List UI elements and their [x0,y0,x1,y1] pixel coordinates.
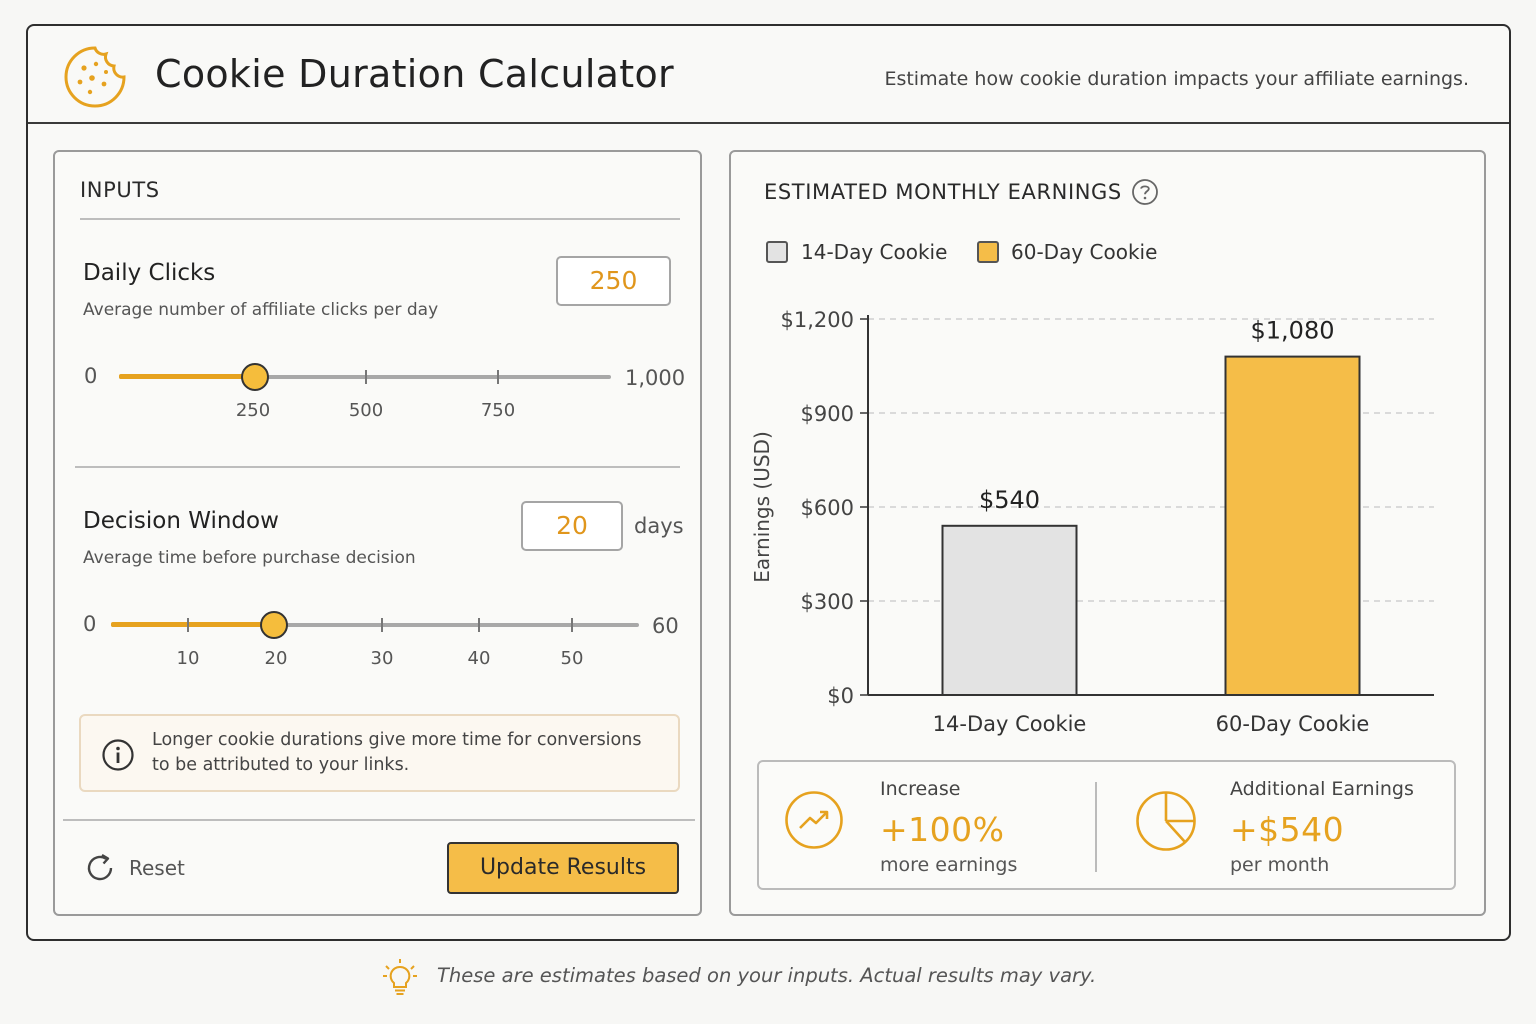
stats-divider [1095,782,1097,872]
daily-clicks-input[interactable]: 250 [556,256,671,306]
daily-clicks-description: Average number of affiliate clicks per d… [83,300,439,320]
cookie-icon [64,46,126,108]
stats-summary: Increase +100% more earnings Additional … [757,760,1456,890]
slider-tick [497,370,499,384]
inputs-panel: INPUTS Daily Clicks Average number of af… [53,150,702,916]
calculator-window: Cookie Duration Calculator Estimate how … [26,24,1511,941]
decision-window-slider-track[interactable] [111,623,639,627]
decision-window-unit: days [634,514,684,538]
y-tick-label: $600 [801,496,854,520]
reset-label: Reset [129,856,185,880]
slider-tick-label: 50 [560,648,584,669]
slider-tick [187,618,189,632]
bar-value-label: $1,080 [1251,317,1335,345]
decision-window-description: Average time before purchase decision [83,548,416,568]
decision-window-label: Decision Window [83,508,279,534]
increase-subtext: more earnings [880,854,1018,876]
slider-tick [381,618,383,632]
slider-tick-label: 500 [348,400,384,421]
page-title: Cookie Duration Calculator [155,52,674,96]
slider-tick [571,618,573,632]
decision-window-input[interactable]: 20 [521,501,623,551]
slider-tick [478,618,480,632]
results-section-title: ESTIMATED MONTHLY EARNINGS [764,180,1122,204]
legend-swatch-14-day [766,241,788,263]
y-tick-label: $0 [827,684,854,708]
inputs-section-title: INPUTS [80,178,160,202]
bar-value-label: $540 [979,486,1040,514]
info-text: Longer cookie durations give more time f… [152,730,642,775]
footer-disclaimer: These are estimates based on your inputs… [437,964,1097,987]
x-tick-label: 14-Day Cookie [933,712,1087,736]
info-icon [102,739,134,771]
reset-icon [87,853,113,881]
legend-label-60-day: 60-Day Cookie [1011,240,1158,264]
pie-chart-icon [1136,791,1196,851]
page-subtitle: Estimate how cookie duration impacts you… [884,68,1469,90]
additional-earnings-value: +$540 [1230,810,1345,849]
decision-window-max-label: 60 [652,614,679,638]
y-tick-label: $1,200 [781,308,854,332]
y-tick-label: $900 [801,402,854,426]
divider [63,819,695,821]
divider [80,218,680,220]
y-tick-label: $300 [801,590,854,614]
additional-earnings-subtext: per month [1230,854,1330,876]
earnings-bar-chart: $0 $300 $600 $900 $1,200 Earnings (USD) $540 14… [750,308,1434,736]
trending-up-icon [785,791,843,849]
slider-tick-label: 30 [370,648,394,669]
increase-value: +100% [880,810,1005,849]
decision-window-slider-fill [111,622,273,627]
slider-tick-label: 750 [480,400,516,421]
daily-clicks-max-label: 1,000 [625,366,686,390]
lightbulb-icon [383,959,417,995]
bar-60-day-cookie [1224,355,1361,696]
slider-tick-label: 40 [467,648,491,669]
help-icon[interactable] [1131,178,1159,206]
x-tick-label: 60-Day Cookie [1216,712,1370,736]
legend-label-14-day: 14-Day Cookie [801,240,948,264]
slider-tick-label: 10 [176,648,200,669]
decision-window-slider-thumb[interactable] [260,611,288,639]
decision-window-min-label: 0 [83,612,97,636]
slider-tick-label: 20 [264,648,288,669]
results-panel: ESTIMATED MONTHLY EARNINGS 14-Day Cookie… [729,150,1486,916]
info-callout: Longer cookie durations give more time f… [79,714,680,792]
bar-14-day-cookie [941,524,1078,696]
update-results-button[interactable]: Update Results [447,842,679,894]
slider-tick-label: 250 [235,400,271,421]
slider-tick [365,370,367,384]
daily-clicks-slider-fill [119,374,255,379]
header: Cookie Duration Calculator Estimate how … [28,26,1509,124]
legend-swatch-60-day [977,241,999,263]
y-axis-label: Earnings (USD) [750,431,774,582]
daily-clicks-min-label: 0 [84,364,98,388]
daily-clicks-label: Daily Clicks [83,260,216,286]
additional-earnings-label: Additional Earnings [1230,778,1414,800]
daily-clicks-slider-thumb[interactable] [241,363,269,391]
increase-label: Increase [880,778,961,800]
divider [75,466,680,468]
